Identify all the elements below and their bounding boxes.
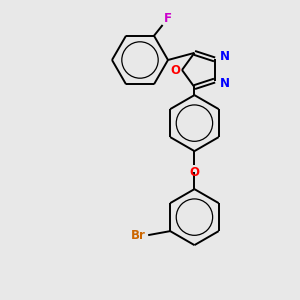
Text: O: O [189,166,200,179]
Text: F: F [164,12,172,25]
Text: N: N [220,50,230,63]
Text: Br: Br [131,229,146,242]
Text: O: O [170,64,180,76]
Text: N: N [220,77,230,90]
